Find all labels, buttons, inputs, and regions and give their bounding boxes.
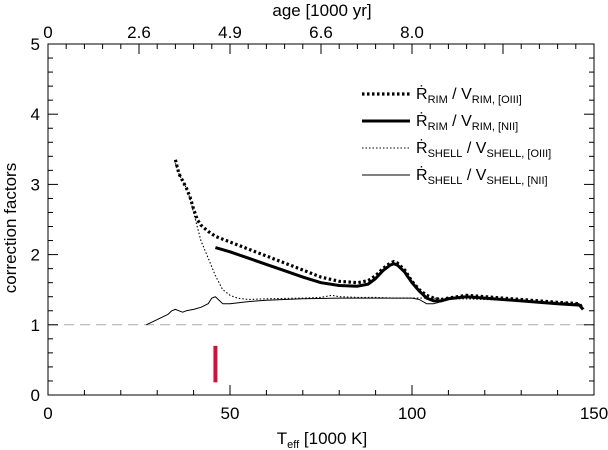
legend-entry-1: ṘRIM / VRIM, [OIII] bbox=[416, 84, 522, 106]
top-axis-label: age [1000 yr] bbox=[272, 1, 371, 20]
y-tick-label: 5 bbox=[31, 35, 40, 54]
y-tick-label: 2 bbox=[31, 246, 40, 265]
y-axis-label: correction factors bbox=[1, 163, 20, 293]
top-tick-label: 6.6 bbox=[309, 23, 333, 42]
x-tick-label: 50 bbox=[221, 404, 240, 423]
top-tick-label: 2.6 bbox=[127, 23, 151, 42]
y-tick-label: 0 bbox=[31, 386, 40, 405]
legend-entry-3: ṘSHELL / VSHELL, [OIII] bbox=[416, 138, 551, 160]
legend: ṘRIM / VRIM, [OIII] ṘRIM / VRIM, [NII] ṘSH… bbox=[362, 84, 551, 187]
top-tick-label: 8.0 bbox=[400, 23, 424, 42]
series-group bbox=[146, 159, 585, 326]
y-tick-label: 1 bbox=[31, 316, 40, 335]
y-tick-label: 4 bbox=[31, 105, 40, 124]
series-line-3 bbox=[174, 163, 580, 305]
y-tick-label: 3 bbox=[31, 175, 40, 194]
top-tick-label: 0 bbox=[43, 23, 52, 42]
ticks-group: 0 50 100 150 0 2.6 4.9 6.6 8.0 0 1 2 3 4 5 bbox=[31, 23, 608, 423]
legend-entry-2: ṘRIM / VRIM, [NII] bbox=[416, 111, 518, 133]
x-tick-label: 150 bbox=[580, 404, 608, 423]
legend-entry-4: ṘSHELL / VSHELL, [NII] bbox=[416, 165, 548, 187]
x-tick-label: 100 bbox=[398, 404, 426, 423]
x-tick-label: 0 bbox=[43, 404, 52, 423]
series-line-4 bbox=[146, 296, 580, 326]
top-tick-label: 4.9 bbox=[218, 23, 242, 42]
x-axis-label: Teff [1000 K] bbox=[277, 429, 367, 450]
